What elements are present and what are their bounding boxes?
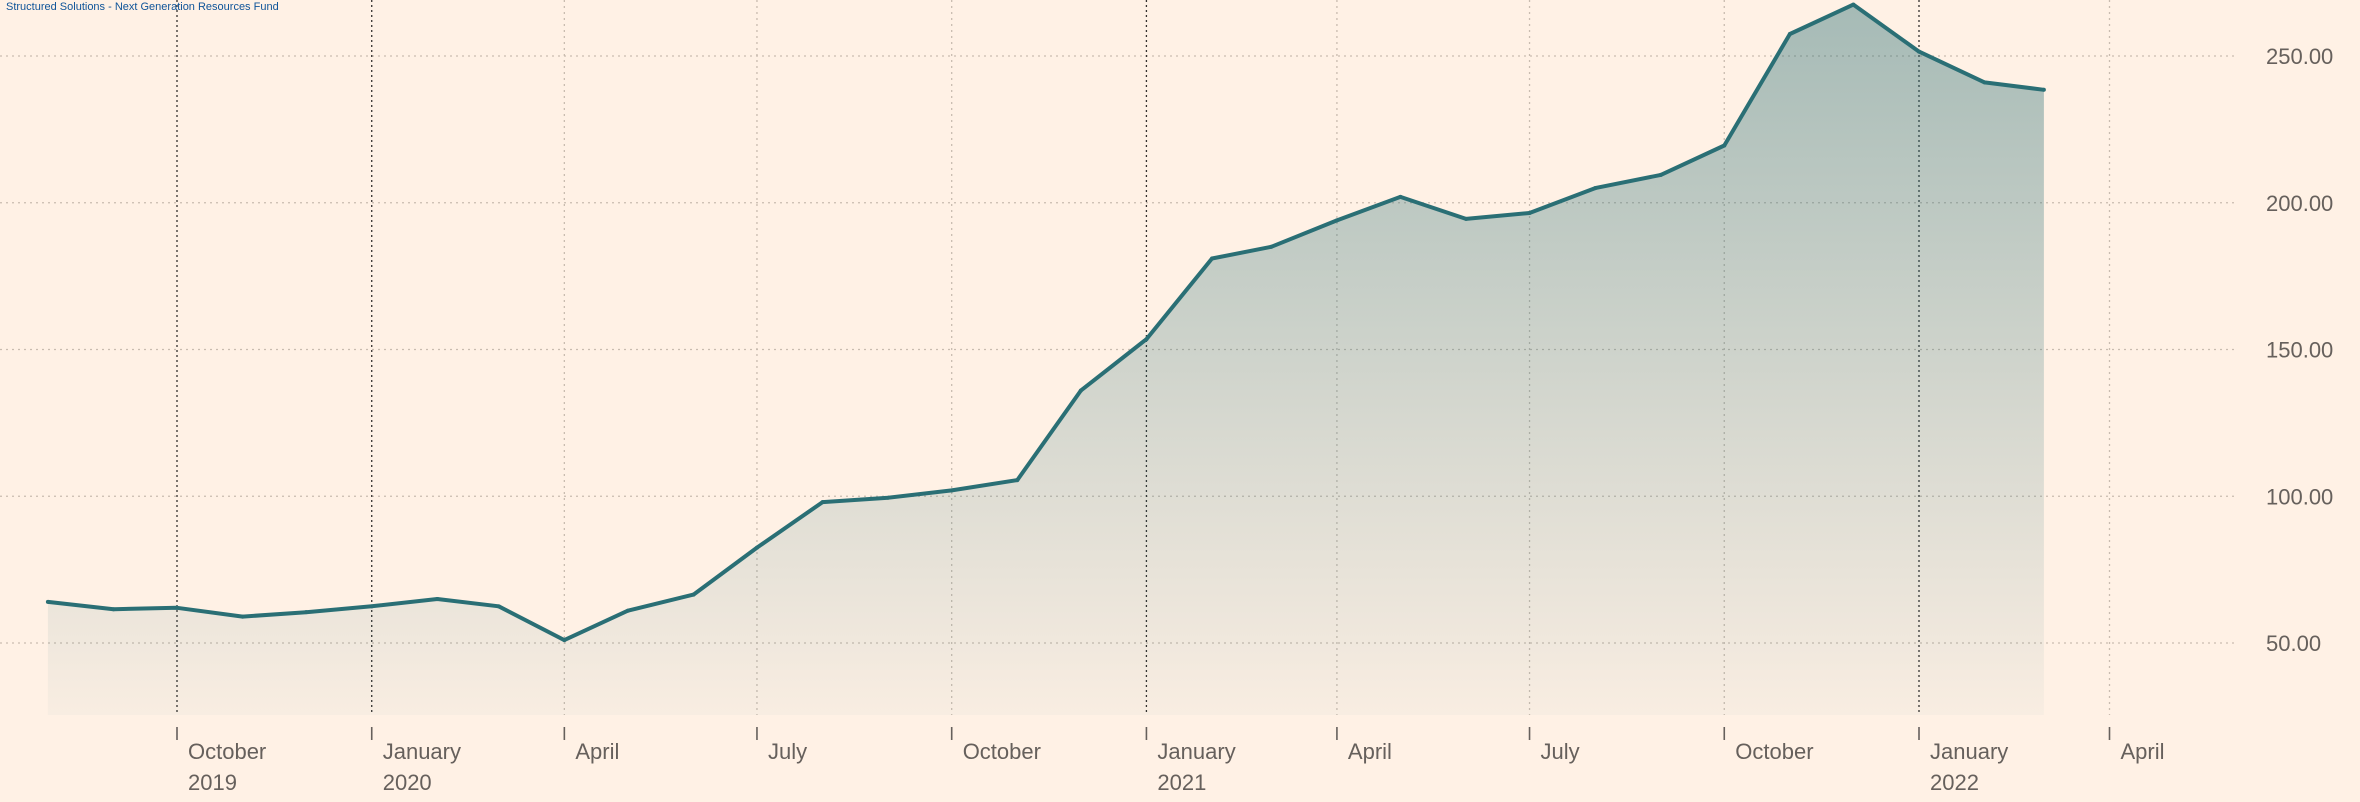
data-point xyxy=(754,545,759,550)
data-point xyxy=(304,610,309,615)
y-tick-label: 50.00 xyxy=(2266,631,2321,656)
x-tick-label: October xyxy=(1735,739,1813,764)
x-tick-label: October xyxy=(963,739,1041,764)
data-point xyxy=(1593,186,1598,191)
data-point xyxy=(1144,337,1149,342)
chart-title: Structured Solutions - Next Generation R… xyxy=(6,1,279,13)
data-point xyxy=(1210,256,1215,261)
data-point xyxy=(369,604,374,609)
x-tick-label: April xyxy=(1348,739,1392,764)
x-tick-year-label: 2020 xyxy=(383,770,432,795)
data-point xyxy=(1464,216,1469,221)
data-point xyxy=(435,596,440,601)
data-point xyxy=(1334,218,1339,223)
x-tick-label: April xyxy=(2120,739,2164,764)
data-point xyxy=(1917,49,1921,54)
data-point xyxy=(45,599,50,604)
data-point xyxy=(175,605,179,610)
series-line xyxy=(47,2,2045,643)
data-point xyxy=(111,607,116,612)
data-point xyxy=(240,614,245,619)
data-point xyxy=(1851,2,1856,7)
x-tick-label: July xyxy=(1541,739,1580,764)
data-point xyxy=(1787,31,1792,36)
x-tick-year-label: 2019 xyxy=(188,770,237,795)
data-point xyxy=(1398,194,1403,199)
data-point xyxy=(562,638,567,643)
data-point xyxy=(1658,172,1663,177)
data-point xyxy=(2041,87,2046,92)
x-tick-label: January xyxy=(1930,739,2008,764)
x-tick-label: January xyxy=(1157,739,1235,764)
data-point xyxy=(1015,478,1020,483)
y-tick-label: 150.00 xyxy=(2266,338,2333,363)
data-point xyxy=(625,608,630,613)
y-tick-label: 200.00 xyxy=(2266,191,2333,216)
data-point xyxy=(1722,143,1727,148)
data-point xyxy=(496,604,501,609)
data-point xyxy=(1527,211,1532,216)
x-tick-label: July xyxy=(768,739,807,764)
y-tick-label: 100.00 xyxy=(2266,484,2333,509)
x-tick-label: April xyxy=(575,739,619,764)
x-tick-label: January xyxy=(383,739,461,764)
x-tick-year-label: 2021 xyxy=(1157,770,1206,795)
data-point xyxy=(691,592,696,597)
data-point xyxy=(820,500,825,505)
y-tick-label: 250.00 xyxy=(2266,44,2333,69)
data-point xyxy=(886,495,891,500)
data-point xyxy=(1269,244,1274,249)
series-area-fill xyxy=(47,4,2044,716)
data-point xyxy=(949,488,954,493)
x-tick-label: October xyxy=(188,739,266,764)
data-point xyxy=(1078,388,1083,393)
data-point xyxy=(1982,80,1987,85)
x-tick-year-label: 2022 xyxy=(1930,770,1979,795)
